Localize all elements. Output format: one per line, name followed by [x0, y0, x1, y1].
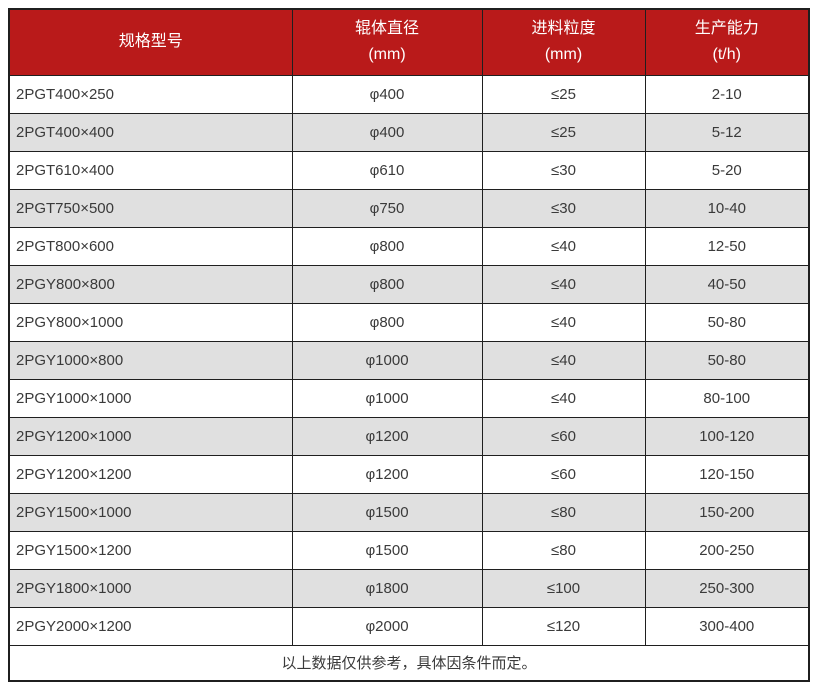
cell-roller-diameter: φ610 [291, 150, 483, 190]
cell-feed-size: ≤25 [481, 112, 646, 152]
cell-feed-size: ≤40 [481, 378, 646, 418]
cell-model: 2PGY1000×1000 [8, 378, 293, 418]
header-unit-capacity: (t/h) [712, 46, 741, 64]
table-row: 2PGT800×600 φ800 ≤40 12-50 [8, 226, 810, 266]
cell-model: 2PGT400×250 [8, 74, 293, 114]
cell-feed-size: ≤60 [481, 416, 646, 456]
cell-model: 2PGT800×600 [8, 226, 293, 266]
table-row: 2PGT400×250 φ400 ≤25 2-10 [8, 74, 810, 114]
cell-capacity: 120-150 [644, 454, 810, 494]
cell-model: 2PGT610×400 [8, 150, 293, 190]
cell-feed-size: ≤100 [481, 568, 646, 608]
cell-model: 2PGT750×500 [8, 188, 293, 228]
cell-feed-size: ≤40 [481, 226, 646, 266]
cell-roller-diameter: φ1200 [291, 454, 483, 494]
table-row: 2PGT750×500 φ750 ≤30 10-40 [8, 188, 810, 228]
table-row: 2PGY800×1000 φ800 ≤40 50-80 [8, 302, 810, 342]
cell-capacity: 150-200 [644, 492, 810, 532]
cell-feed-size: ≤80 [481, 492, 646, 532]
table-footer: 以上数据仅供参考，具体因条件而定。 [8, 644, 810, 682]
header-title-feed-size: 进料粒度 [531, 20, 596, 38]
cell-roller-diameter: φ1500 [291, 492, 483, 532]
spec-table: 规格型号 辊体直径 (mm) 进料粒度 (mm) 生产能力 (t/h) 2PGT… [8, 8, 810, 682]
cell-feed-size: ≤60 [481, 454, 646, 494]
cell-capacity: 50-80 [644, 340, 810, 380]
cell-roller-diameter: φ1000 [291, 378, 483, 418]
footer-row: 以上数据仅供参考，具体因条件而定。 [8, 644, 810, 682]
cell-model: 2PGT400×400 [8, 112, 293, 152]
cell-model: 2PGY1200×1000 [8, 416, 293, 456]
cell-model: 2PGY1500×1200 [8, 530, 293, 570]
cell-roller-diameter: φ1500 [291, 530, 483, 570]
header-row: 规格型号 辊体直径 (mm) 进料粒度 (mm) 生产能力 (t/h) [8, 8, 810, 76]
table-row: 2PGY2000×1200 φ2000 ≤120 300-400 [8, 606, 810, 646]
cell-model: 2PGY2000×1200 [8, 606, 293, 646]
cell-capacity: 12-50 [644, 226, 810, 266]
header-cell-capacity: 生产能力 (t/h) [644, 8, 810, 76]
header-title-capacity: 生产能力 [694, 20, 759, 38]
cell-roller-diameter: φ2000 [291, 606, 483, 646]
table-row: 2PGY1000×1000 φ1000 ≤40 80-100 [8, 378, 810, 418]
cell-feed-size: ≤30 [481, 150, 646, 190]
cell-roller-diameter: φ800 [291, 302, 483, 342]
cell-capacity: 5-12 [644, 112, 810, 152]
cell-feed-size: ≤80 [481, 530, 646, 570]
cell-capacity: 250-300 [644, 568, 810, 608]
header-unit-roller-diameter: (mm) [368, 46, 406, 64]
header-title-roller-diameter: 辊体直径 [354, 20, 419, 38]
cell-roller-diameter: φ1800 [291, 568, 483, 608]
cell-roller-diameter: φ750 [291, 188, 483, 228]
cell-feed-size: ≤40 [481, 264, 646, 304]
table-row: 2PGY1500×1000 φ1500 ≤80 150-200 [8, 492, 810, 532]
cell-capacity: 200-250 [644, 530, 810, 570]
cell-capacity: 2-10 [644, 74, 810, 114]
table-row: 2PGY800×800 φ800 ≤40 40-50 [8, 264, 810, 304]
cell-model: 2PGY800×800 [8, 264, 293, 304]
header-cell-feed-size: 进料粒度 (mm) [481, 8, 646, 76]
table-row: 2PGY1800×1000 φ1800 ≤100 250-300 [8, 568, 810, 608]
cell-roller-diameter: φ400 [291, 112, 483, 152]
cell-capacity: 300-400 [644, 606, 810, 646]
cell-roller-diameter: φ400 [291, 74, 483, 114]
cell-roller-diameter: φ1200 [291, 416, 483, 456]
cell-feed-size: ≤30 [481, 188, 646, 228]
header-cell-model: 规格型号 [8, 8, 293, 76]
cell-feed-size: ≤25 [481, 74, 646, 114]
cell-capacity: 50-80 [644, 302, 810, 342]
footer-note: 以上数据仅供参考，具体因条件而定。 [8, 644, 810, 682]
cell-model: 2PGY1800×1000 [8, 568, 293, 608]
cell-capacity: 40-50 [644, 264, 810, 304]
cell-model: 2PGY800×1000 [8, 302, 293, 342]
header-cell-roller-diameter: 辊体直径 (mm) [291, 8, 483, 76]
table-row: 2PGY1500×1200 φ1500 ≤80 200-250 [8, 530, 810, 570]
table-row: 2PGY1000×800 φ1000 ≤40 50-80 [8, 340, 810, 380]
table-row: 2PGT400×400 φ400 ≤25 5-12 [8, 112, 810, 152]
table-row: 2PGY1200×1200 φ1200 ≤60 120-150 [8, 454, 810, 494]
cell-roller-diameter: φ800 [291, 264, 483, 304]
cell-roller-diameter: φ1000 [291, 340, 483, 380]
cell-feed-size: ≤120 [481, 606, 646, 646]
table-header: 规格型号 辊体直径 (mm) 进料粒度 (mm) 生产能力 (t/h) [8, 8, 810, 76]
table-row: 2PGY1200×1000 φ1200 ≤60 100-120 [8, 416, 810, 456]
cell-capacity: 100-120 [644, 416, 810, 456]
header-title-model: 规格型号 [118, 33, 183, 51]
cell-capacity: 80-100 [644, 378, 810, 418]
table-row: 2PGT610×400 φ610 ≤30 5-20 [8, 150, 810, 190]
cell-capacity: 5-20 [644, 150, 810, 190]
cell-model: 2PGY1500×1000 [8, 492, 293, 532]
header-unit-feed-size: (mm) [544, 46, 583, 64]
cell-model: 2PGY1200×1200 [8, 454, 293, 494]
cell-feed-size: ≤40 [481, 340, 646, 380]
table-body: 2PGT400×250 φ400 ≤25 2-10 2PGT400×400 φ400 ≤25… [8, 74, 810, 646]
cell-capacity: 10-40 [644, 188, 810, 228]
cell-feed-size: ≤40 [481, 302, 646, 342]
cell-roller-diameter: φ800 [291, 226, 483, 266]
cell-model: 2PGY1000×800 [8, 340, 293, 380]
